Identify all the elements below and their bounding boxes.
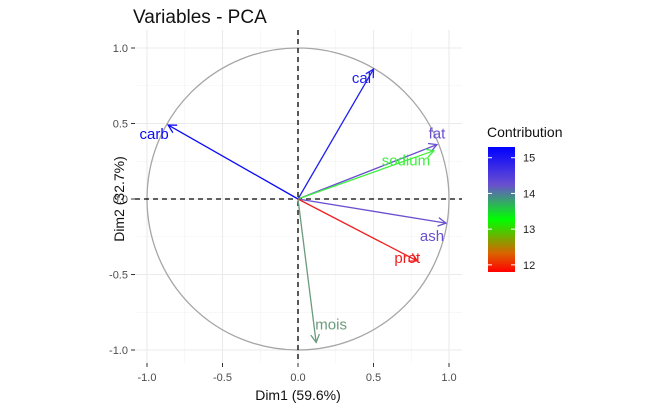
y-tick-label-0: -1.0 — [109, 345, 128, 357]
arrow-prot — [297, 198, 418, 262]
legend-tick-label-0: 12 — [523, 260, 535, 272]
arrow-cal — [297, 68, 375, 200]
arrow-sodium — [297, 150, 435, 200]
y-axis-title: Dim2 (32.7%) — [111, 156, 127, 242]
arrow-carb — [167, 124, 299, 200]
variable-label-carb: carb — [140, 126, 169, 143]
x-axis-title: Dim1 (59.6%) — [255, 387, 341, 403]
x-axis-ticks: -1.0 -0.5 0.0 0.5 1.0 — [138, 363, 457, 384]
variable-arrows: cal carb fat sodium ash prot mois — [140, 67, 448, 344]
y-tick-label-1: -0.5 — [109, 270, 128, 282]
arrowhead-ash — [437, 217, 448, 227]
arrowhead-carb — [166, 124, 178, 134]
y-tick-label-2: 0.0 — [113, 194, 128, 206]
legend-colorbar — [488, 147, 515, 272]
x-tick-label-2: 0.0 — [290, 372, 305, 384]
y-tick-label-4: 1.0 — [113, 43, 128, 55]
chart-title: Variables - PCA — [133, 7, 267, 28]
arrow-mois — [297, 198, 317, 343]
variable-label-sodium: sodium — [382, 153, 430, 170]
arrowhead-mois — [310, 333, 321, 344]
arrowhead-cal — [365, 67, 375, 79]
variable-label-ash: ash — [420, 228, 444, 245]
legend-tick-label-2: 14 — [523, 188, 535, 200]
legend: Contribution 12 13 14 15 — [487, 124, 563, 272]
legend-tick-label-1: 13 — [523, 224, 535, 236]
y-axis-ticks: -1.0 -0.5 0.0 0.5 1.0 — [109, 43, 135, 357]
arrow-ash — [297, 198, 447, 224]
arrowhead-sodium — [424, 148, 436, 158]
variable-label-cal: cal — [352, 70, 371, 87]
arrowhead-prot — [408, 253, 419, 262]
variable-label-prot: prot — [394, 250, 421, 267]
y-tick-label-3: 0.5 — [113, 119, 128, 131]
x-tick-label-3: 0.5 — [366, 372, 381, 384]
variable-label-fat: fat — [429, 126, 447, 143]
variable-label-mois: mois — [315, 316, 347, 333]
x-tick-label-4: 1.0 — [441, 372, 456, 384]
x-tick-label-1: -0.5 — [213, 372, 232, 384]
arrow-fat — [297, 144, 438, 200]
legend-ticks: 12 13 14 15 — [488, 153, 535, 272]
legend-title: Contribution — [487, 124, 563, 140]
x-tick-label-0: -1.0 — [138, 372, 157, 384]
legend-tick-label-3: 15 — [523, 153, 535, 165]
arrowhead-fat — [427, 142, 439, 152]
